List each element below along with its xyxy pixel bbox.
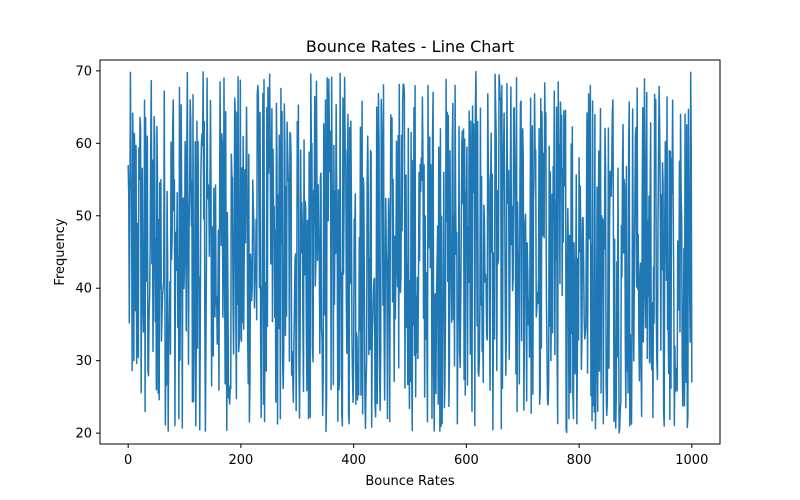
axes-frame [99, 59, 721, 445]
series-line [127, 70, 693, 434]
x-tick-label: 0 [124, 453, 132, 468]
plot-area [127, 70, 693, 434]
y-tick-label: 70 [75, 64, 92, 79]
chart-title: Bounce Rates - Line Chart [306, 37, 514, 56]
x-tick-label: 1000 [675, 453, 708, 468]
y-tick-label: 30 [75, 354, 92, 369]
x-tick-label: 200 [228, 453, 253, 468]
y-axis: 20 30 40 50 60 70 [75, 64, 100, 442]
x-axis-label: Bounce Rates [365, 474, 454, 489]
y-tick-label: 20 [75, 427, 92, 442]
x-axis: 0 200 400 600 800 1000 [124, 444, 708, 468]
x-tick-label: 400 [341, 453, 366, 468]
y-axis-label: Frequency [53, 218, 68, 285]
x-tick-label: 800 [567, 453, 592, 468]
y-tick-label: 60 [75, 137, 92, 152]
y-tick-label: 40 [75, 282, 92, 297]
y-tick-label: 50 [75, 209, 92, 224]
x-tick-label: 600 [454, 453, 479, 468]
